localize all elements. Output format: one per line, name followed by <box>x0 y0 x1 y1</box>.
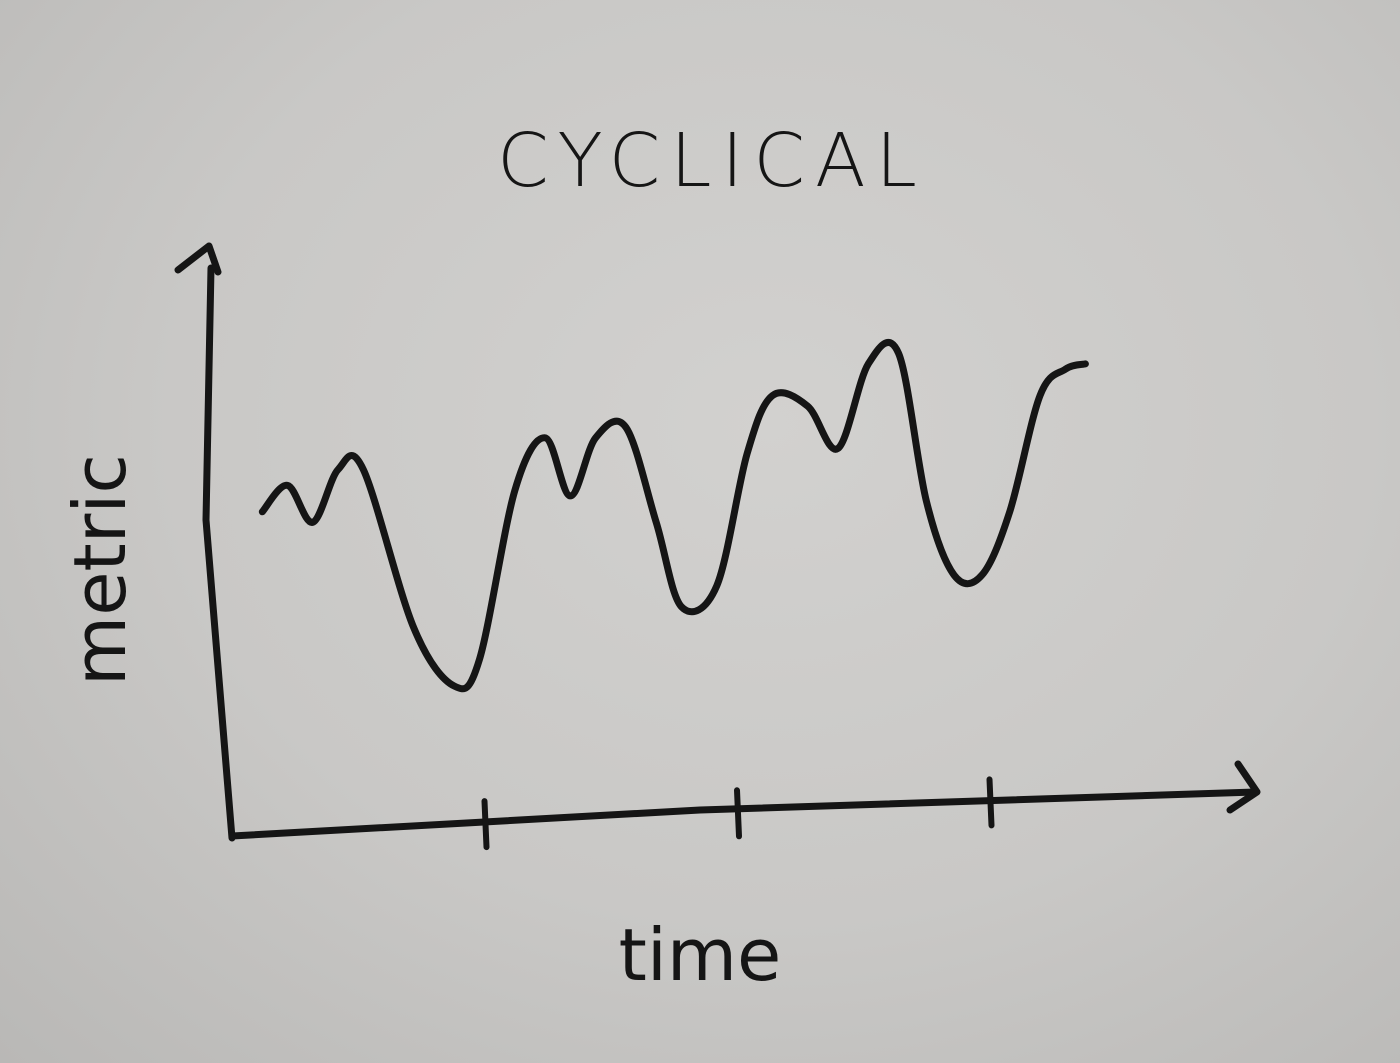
x-tick-2 <box>734 787 742 840</box>
y-axis-arrowhead <box>174 242 222 276</box>
chart-title: CYCLICAL <box>497 118 927 204</box>
x-axis-label: time <box>619 913 782 997</box>
x-axis-arrowhead <box>1226 760 1261 814</box>
y-axis <box>202 264 236 842</box>
x-tick-3 <box>986 776 995 829</box>
x-axis <box>228 788 1259 840</box>
series-line <box>258 339 1089 693</box>
x-tick-1 <box>481 798 490 851</box>
y-axis-label: metric <box>58 454 142 686</box>
